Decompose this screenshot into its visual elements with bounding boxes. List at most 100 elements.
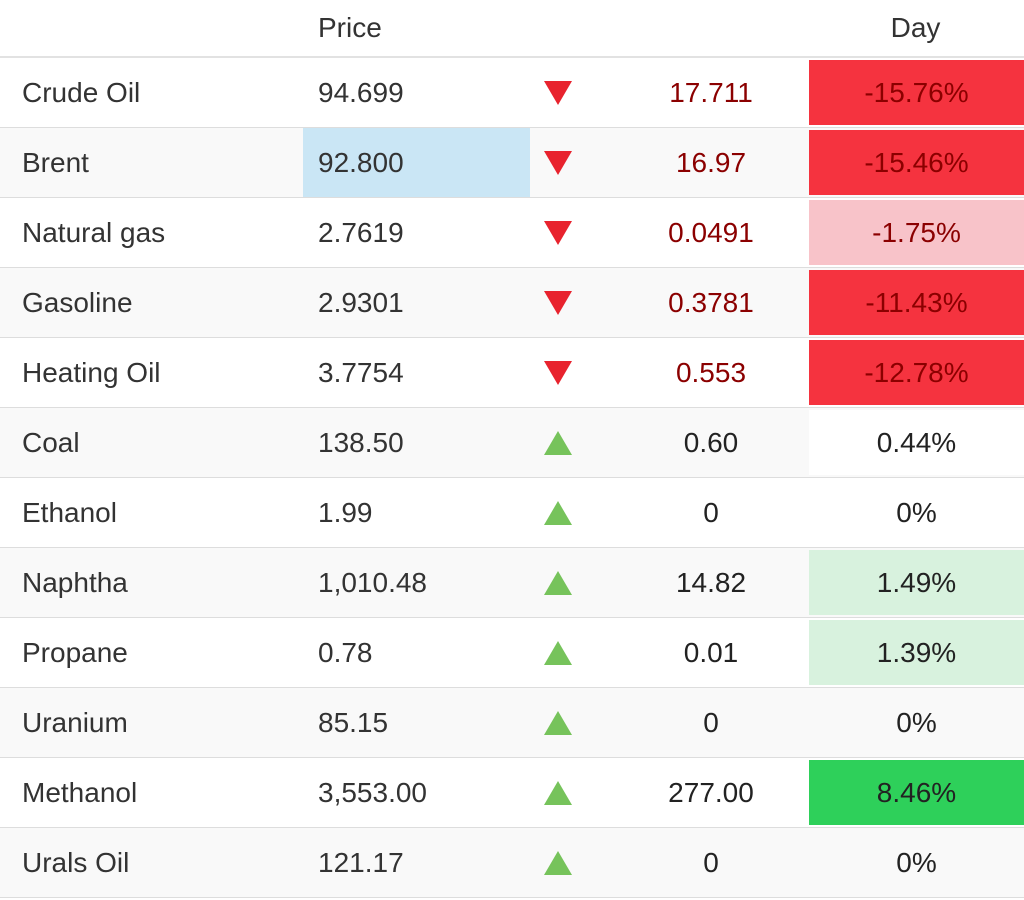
- change-value: 17.711: [669, 76, 753, 108]
- price-value: 0.78: [318, 636, 373, 668]
- day-percent: 1.39%: [809, 620, 1024, 685]
- table-row[interactable]: Uranium 85.15 0 0%: [0, 688, 1024, 758]
- change-value: 14.82: [675, 566, 747, 598]
- price-value: 3.7754: [318, 356, 404, 388]
- day-percent: 8.46%: [809, 760, 1024, 825]
- price-value: 85.15: [318, 706, 389, 738]
- day-cell: 1.49%: [807, 548, 1024, 617]
- direction-arrow-cell: [530, 198, 585, 267]
- down-arrow-icon: [543, 290, 572, 315]
- table-body: Crude Oil 94.699 17.711 -15.76% Brent 92…: [0, 58, 1024, 898]
- table-row[interactable]: Heating Oil 3.7754 0.553 -12.78%: [0, 338, 1024, 408]
- up-arrow-icon: [543, 710, 572, 735]
- day-cell: -1.75%: [807, 198, 1024, 267]
- day-percent: -11.43%: [809, 270, 1024, 335]
- day-cell: 0%: [807, 478, 1024, 547]
- up-arrow-icon: [543, 430, 572, 455]
- price-value: 2.7619: [318, 216, 404, 248]
- change-value: 0.60: [683, 426, 739, 458]
- day-cell: 8.46%: [807, 758, 1024, 827]
- price-value: 92.800: [303, 128, 530, 197]
- table-row[interactable]: Naphtha 1,010.48 14.82 1.49%: [0, 548, 1024, 618]
- commodity-name[interactable]: Gasoline: [22, 286, 133, 318]
- commodity-name[interactable]: Natural gas: [22, 216, 166, 248]
- direction-arrow-cell: [530, 548, 585, 617]
- day-percent: -12.78%: [809, 340, 1024, 405]
- commodity-name[interactable]: Crude Oil: [22, 76, 141, 108]
- commodity-name[interactable]: Naphtha: [22, 566, 128, 598]
- direction-arrow-cell: [530, 408, 585, 477]
- day-column-header: Day: [890, 12, 941, 43]
- down-arrow-icon: [543, 150, 572, 175]
- direction-arrow-cell: [530, 58, 585, 127]
- commodity-name[interactable]: Coal: [22, 426, 80, 458]
- table-row[interactable]: Urals Oil 121.17 0 0%: [0, 828, 1024, 898]
- up-arrow-icon: [543, 570, 572, 595]
- change-value: 16.97: [675, 146, 747, 178]
- direction-arrow-cell: [530, 828, 585, 897]
- commodity-name[interactable]: Uranium: [22, 706, 128, 738]
- table-header: Price Day: [0, 0, 1024, 58]
- price-value: 138.50: [318, 426, 404, 458]
- direction-arrow-cell: [530, 618, 585, 687]
- down-arrow-icon: [543, 360, 572, 385]
- price-value: 1,010.48: [318, 566, 427, 598]
- change-value: 0.3781: [668, 286, 754, 318]
- up-arrow-icon: [543, 780, 572, 805]
- up-arrow-icon: [543, 500, 572, 525]
- down-arrow-icon: [543, 220, 572, 245]
- direction-arrow-cell: [530, 758, 585, 827]
- price-value: 3,553.00: [318, 776, 427, 808]
- direction-arrow-cell: [530, 268, 585, 337]
- price-value: 1.99: [318, 496, 373, 528]
- commodity-name[interactable]: Ethanol: [22, 496, 117, 528]
- day-percent: 0%: [896, 496, 937, 528]
- day-cell: -15.46%: [807, 128, 1024, 197]
- table-row[interactable]: Ethanol 1.99 0 0%: [0, 478, 1024, 548]
- change-value: 0.553: [675, 356, 747, 388]
- up-arrow-icon: [543, 850, 572, 875]
- day-cell: -12.78%: [807, 338, 1024, 407]
- commodity-name[interactable]: Heating Oil: [22, 356, 161, 388]
- change-value: 277.00: [668, 776, 754, 808]
- day-cell: 1.39%: [807, 618, 1024, 687]
- day-cell: 0%: [807, 688, 1024, 757]
- down-arrow-icon: [543, 80, 572, 105]
- price-column-header: Price: [318, 12, 382, 43]
- direction-arrow-cell: [530, 338, 585, 407]
- table-row[interactable]: Methanol 3,553.00 277.00 8.46%: [0, 758, 1024, 828]
- table-row[interactable]: Gasoline 2.9301 0.3781 -11.43%: [0, 268, 1024, 338]
- change-value: 0: [703, 846, 719, 878]
- commodity-name[interactable]: Propane: [22, 636, 128, 668]
- table-row[interactable]: Propane 0.78 0.01 1.39%: [0, 618, 1024, 688]
- change-value: 0.0491: [668, 216, 754, 248]
- table-row[interactable]: Crude Oil 94.699 17.711 -15.76%: [0, 58, 1024, 128]
- commodity-name[interactable]: Brent: [22, 146, 89, 178]
- up-arrow-icon: [543, 640, 572, 665]
- commodity-name[interactable]: Methanol: [22, 776, 138, 808]
- price-value: 94.699: [318, 76, 404, 108]
- price-value: 121.17: [318, 846, 404, 878]
- day-percent: 0%: [896, 706, 937, 738]
- change-value: 0.01: [683, 636, 739, 668]
- table-row[interactable]: Coal 138.50 0.60 0.44%: [0, 408, 1024, 478]
- day-percent: 0%: [896, 846, 937, 878]
- day-cell: -15.76%: [807, 58, 1024, 127]
- direction-arrow-cell: [530, 688, 585, 757]
- day-cell: -11.43%: [807, 268, 1024, 337]
- change-value: 0: [703, 706, 719, 738]
- commodity-name[interactable]: Urals Oil: [22, 846, 130, 878]
- day-percent: 0.44%: [809, 410, 1024, 475]
- direction-arrow-cell: [530, 478, 585, 547]
- table-row[interactable]: Brent 92.800 16.97 -15.46%: [0, 128, 1024, 198]
- table-row[interactable]: Natural gas 2.7619 0.0491 -1.75%: [0, 198, 1024, 268]
- day-percent: -15.46%: [809, 130, 1024, 195]
- day-percent: 1.49%: [809, 550, 1024, 615]
- day-percent: -15.76%: [809, 60, 1024, 125]
- price-value: 2.9301: [318, 286, 404, 318]
- change-value: 0: [703, 496, 719, 528]
- day-percent: -1.75%: [809, 200, 1024, 265]
- day-cell: 0.44%: [807, 408, 1024, 477]
- direction-arrow-cell: [530, 128, 585, 197]
